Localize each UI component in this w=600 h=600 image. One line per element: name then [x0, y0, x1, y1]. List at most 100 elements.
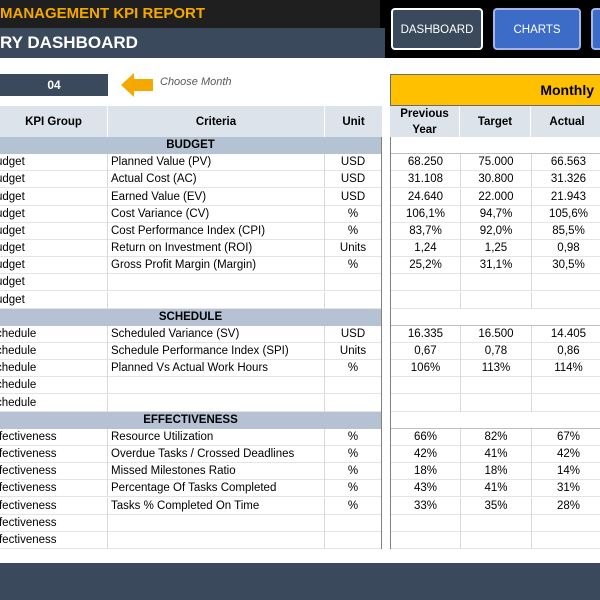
unit-cell [325, 515, 381, 532]
actual-cell: 14% [556, 465, 581, 478]
column-header-actual: Actual [531, 106, 600, 137]
kpi-group-cell: ffectiveness [0, 497, 108, 515]
table-row[interactable]: ffectiveness Tasks % Completed On Time% [0, 497, 381, 515]
target-cell: 18% [461, 463, 532, 481]
table-row[interactable]: 18% 18% 14% [391, 463, 600, 481]
section-spacer [391, 411, 600, 429]
target-cell: 41% [461, 446, 532, 464]
table-row[interactable]: 24.640 22.000 21.943 [391, 188, 600, 206]
table-row[interactable]: ffectiveness [0, 514, 381, 532]
table-row[interactable]: udgetActual Cost (AC) USD [0, 171, 381, 189]
table-row[interactable]: udgetCost Performance Index (CPI)% [0, 222, 381, 240]
table-row[interactable]: chedule Scheduled Variance (SV) USD [0, 325, 381, 343]
kpi-criteria-table: BUDGETudgetPlanned Value (PV)USDudgetAct… [0, 137, 382, 549]
actual-cell: 28% [556, 499, 581, 512]
unit-cell: USD [340, 173, 366, 186]
month-selector[interactable]: 04 [0, 74, 108, 96]
criteria-cell [111, 394, 325, 412]
target-cell [461, 514, 532, 532]
table-row[interactable]: udgetPlanned Value (PV) USD [0, 154, 381, 172]
table-row[interactable]: chedule Schedule Performance Index (SPI) U… [0, 343, 381, 361]
dashboard-button[interactable]: DASHBOARD [391, 8, 483, 50]
nav-button-partial[interactable] [591, 8, 600, 50]
criteria-cell [111, 291, 325, 309]
criteria-cell: Tasks % Completed On Time [111, 497, 325, 515]
table-row[interactable]: ffectiveness Percentage Of Tasks Complete… [0, 480, 381, 498]
previous-year-cell: 68.250 [391, 154, 461, 172]
table-row[interactable]: 106% 113% 114% [391, 360, 600, 378]
report-title: MANAGEMENT KPI REPORT [0, 0, 380, 28]
table-row[interactable]: udgetCost Variance (CV)% [0, 205, 381, 223]
actual-cell: 31.326 [550, 173, 587, 186]
target-cell: 82% [461, 428, 532, 446]
table-row[interactable]: 83,7% 92,0% 85,5% [391, 222, 600, 240]
unit-cell [325, 274, 381, 291]
unit-cell: % [347, 224, 359, 237]
actual-cell: 14.405 [550, 327, 587, 340]
table-row[interactable]: chedule Planned Vs Actual Work Hours% [0, 360, 381, 378]
table-row[interactable]: chedule [0, 394, 381, 412]
kpi-group-cell: udget [0, 240, 108, 258]
unit-cell: % [347, 499, 359, 512]
kpi-group-cell: udget [0, 188, 108, 206]
section-spacer [391, 137, 600, 154]
unit-cell: % [347, 362, 359, 375]
previous-year-cell: 16.335 [391, 325, 461, 343]
charts-button[interactable]: CHARTS [493, 8, 581, 50]
actual-cell: 31% [556, 482, 581, 495]
kpi-group-cell: udget [0, 274, 108, 292]
table-row[interactable]: ffectiveness Overdue Tasks / Crossed Dead… [0, 446, 381, 464]
table-row[interactable]: ffectiveness [0, 531, 381, 549]
target-cell: 31,1% [461, 257, 532, 275]
criteria-cell: Schedule Performance Index (SPI) [111, 343, 325, 361]
table-row[interactable]: udgetReturn on Investment (ROI) Units [0, 240, 381, 258]
previous-year-cell: 18% [391, 463, 461, 481]
table-row[interactable]: chedule [0, 377, 381, 395]
table-row[interactable]: 0,67 0,78 0,86 [391, 343, 600, 361]
table-row[interactable]: 43% 41% 31% [391, 480, 600, 498]
table-row[interactable]: 31.108 30.800 31.326 [391, 171, 600, 189]
unit-cell: USD [340, 327, 366, 340]
table-row[interactable] [391, 394, 600, 412]
unit-cell: % [347, 430, 359, 443]
target-cell: 30.800 [461, 171, 532, 189]
table-row[interactable] [391, 377, 600, 395]
unit-cell: % [347, 207, 359, 220]
target-cell: 94,7% [461, 205, 532, 223]
table-row[interactable] [391, 274, 600, 292]
criteria-cell: Planned Value (PV) [111, 154, 325, 172]
previous-year-cell [391, 377, 461, 395]
table-row[interactable] [391, 291, 600, 309]
table-row[interactable]: udget [0, 274, 381, 292]
unit-cell: USD [340, 156, 366, 169]
criteria-cell [111, 274, 325, 292]
table-row[interactable]: 16.335 16.500 14.405 [391, 325, 600, 343]
unit-cell: USD [340, 190, 366, 203]
table-row[interactable]: udgetGross Profit Margin (Margin)% [0, 257, 381, 275]
column-header-criteria: Criteria [108, 106, 325, 137]
section-spacer [391, 308, 600, 326]
previous-year-cell [391, 531, 461, 549]
table-row[interactable]: ffectiveness Missed Milestones Ratio% [0, 463, 381, 481]
column-header-previous-year: Previous Year [390, 106, 460, 137]
choose-month-label: Choose Month [160, 76, 232, 88]
table-row[interactable]: 42% 41% 42% [391, 446, 600, 464]
table-row[interactable]: 68.250 75.000 66.563 [391, 154, 600, 172]
table-row[interactable] [391, 531, 600, 549]
table-row[interactable]: udgetEarned Value (EV) USD [0, 188, 381, 206]
actual-cell: 66.563 [550, 156, 587, 169]
table-row[interactable]: udget [0, 291, 381, 309]
table-row[interactable]: 25,2% 31,1% 30,5% [391, 257, 600, 275]
table-row[interactable] [391, 514, 600, 532]
target-cell: 35% [461, 497, 532, 515]
previous-year-cell: 106,1% [391, 205, 461, 223]
table-row[interactable]: 106,1% 94,7% 105,6% [391, 205, 600, 223]
kpi-group-cell: udget [0, 257, 108, 275]
table-row[interactable]: 33% 35% 28% [391, 497, 600, 515]
criteria-cell [111, 514, 325, 532]
target-cell: 75.000 [461, 154, 532, 172]
actual-cell [532, 515, 600, 532]
table-row[interactable]: 1,24 1,25 0,98 [391, 240, 600, 258]
table-row[interactable]: ffectiveness Resource Utilization% [0, 428, 381, 446]
table-row[interactable]: 66% 82% 67% [391, 428, 600, 446]
